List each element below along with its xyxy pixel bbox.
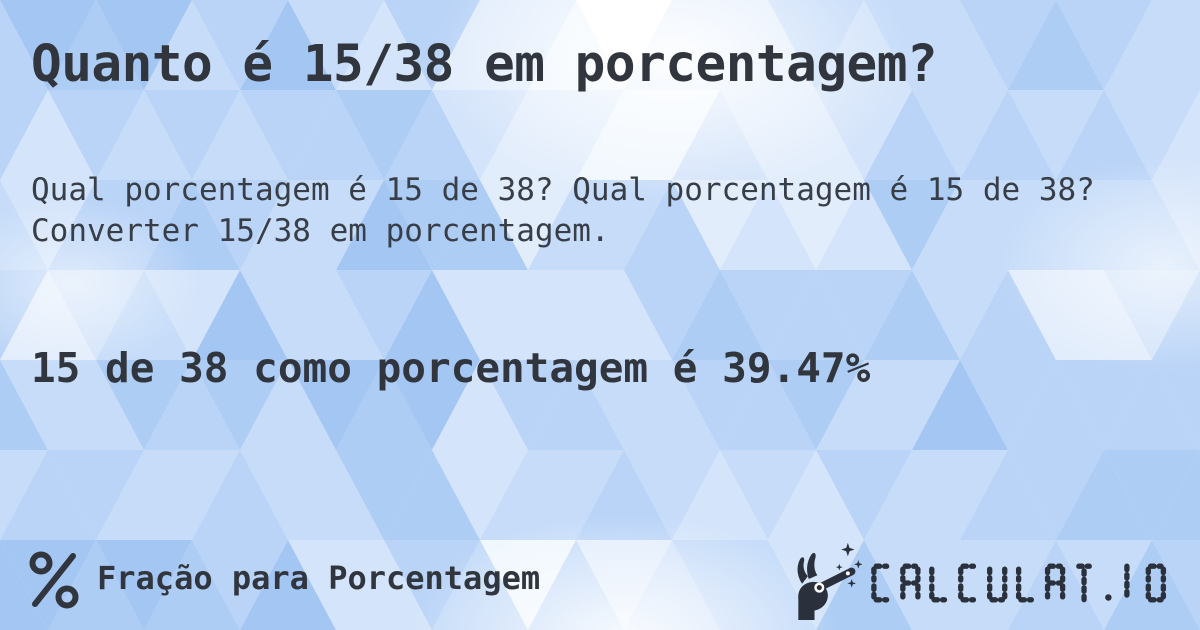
answer-text: 15 de 38 como porcentagem é 39.47% [31,344,871,392]
percent-icon [29,551,79,609]
page-title: Quanto é 15/38 em porcentagem? [31,35,938,94]
category-label: Fração para Porcentagem [97,559,541,597]
magic-wand-hand-icon [797,542,863,620]
brand-logo [785,540,1174,620]
brand-wordmark [870,563,1166,603]
question-text: Qual porcentagem é 15 de 38? Qual porcen… [31,172,1095,249]
footer-category: Fração para Porcentagem [28,546,540,614]
